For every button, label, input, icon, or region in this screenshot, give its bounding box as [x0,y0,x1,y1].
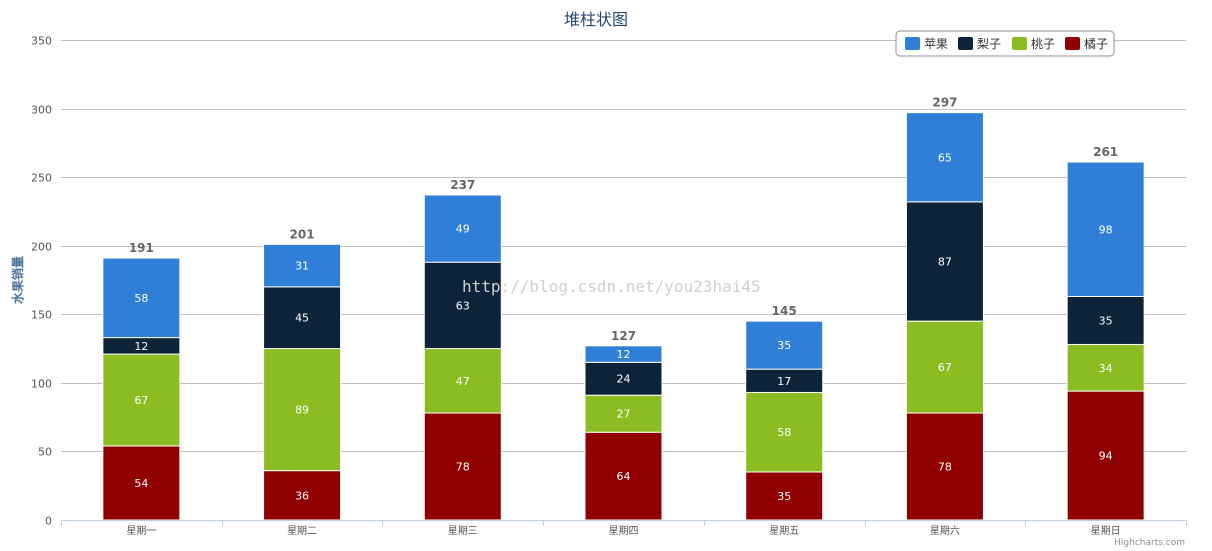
legend-item[interactable]: 苹果 [905,37,948,51]
legend-swatch [1065,37,1080,50]
data-label: 78 [456,461,470,474]
bar-segment[interactable] [102,257,181,339]
legend-label: 桃子 [1031,36,1055,51]
data-label: 47 [456,375,470,388]
y-tick-label: 50 [38,446,52,459]
legend-item[interactable]: 梨子 [958,37,1001,51]
watermark-text: http://blog.csdn.net/you23hai45 [462,277,761,296]
legend-item[interactable]: 桃子 [1012,36,1055,51]
legend-items: 苹果 梨子 桃子 橘子 [905,36,1108,51]
y-tick-label: 300 [31,104,52,117]
bar-segment[interactable] [423,194,502,263]
x-tick-label: 星期六 [930,525,960,537]
bar-segment[interactable] [584,394,663,433]
stack-total-label: 145 [772,304,797,318]
data-label: 98 [1099,223,1113,236]
bar-segment[interactable] [1066,390,1145,521]
stack-total-label: 261 [1093,145,1118,159]
y-axis-title: 水果销量 [10,256,25,304]
credits-link[interactable]: Highcharts.com [1114,538,1185,548]
data-label: 35 [777,490,791,503]
x-tick-label: 星期日 [1091,525,1121,537]
legend-item[interactable]: 橘子 [1065,36,1108,51]
data-label: 35 [777,339,791,352]
data-label: 58 [134,292,148,305]
stack-total-label: 127 [611,329,636,343]
stack-total-label: 191 [129,241,154,255]
legend-swatch [958,37,973,50]
y-tick-label: 100 [31,378,52,391]
data-label: 94 [1099,450,1113,463]
data-label: 58 [777,426,791,439]
stack-total-label: 237 [450,178,475,192]
y-tick-label: 200 [31,241,52,254]
data-label: 64 [617,470,631,483]
bar-segment[interactable] [745,320,824,370]
data-label: 89 [295,404,309,417]
stack-total-label: 297 [932,96,957,110]
data-label: 78 [938,461,952,474]
data-label: 36 [295,489,309,502]
legend-box [895,30,1115,57]
bar-segment[interactable] [423,348,502,414]
legend: 苹果 梨子 桃子 橘子 [895,30,1115,57]
data-label: 35 [1099,314,1113,327]
data-label: 34 [1099,362,1113,375]
legend-label: 苹果 [924,37,948,51]
bar-segment[interactable] [1066,161,1145,297]
data-label: 65 [938,151,952,164]
stack-total-label: 201 [290,227,315,241]
data-label: 17 [777,375,791,388]
bar-segment[interactable] [423,412,502,521]
bar-segment[interactable] [263,348,342,472]
legend-swatch [905,37,920,50]
axis-layer: 0 50 100 150 200 250 300 350 星期一 星期二 星期三 星期四 星期五 星期六 星… [31,35,1187,537]
data-label: 24 [617,373,631,386]
y-tick-label: 350 [31,35,52,48]
x-tick-label: 星期二 [287,525,317,537]
bar-segment[interactable] [102,445,181,521]
data-label: 45 [295,312,309,325]
bar-segment[interactable] [745,471,824,521]
labels-layer: 54 67 12 58 191 36 89 45 31 201 78 47 63 49 237 64 27 24 1… [129,96,1118,503]
bar-segment[interactable] [1066,343,1145,392]
data-label: 12 [134,340,148,353]
data-label: 49 [456,223,470,236]
bar-segment[interactable] [905,112,984,203]
data-label: 12 [617,348,631,361]
data-label: 67 [938,361,952,374]
x-tick-label: 星期五 [769,525,799,537]
bar-segment[interactable] [102,353,181,447]
y-tick-label: 150 [31,309,52,322]
bar-segment[interactable] [745,391,824,473]
bar-segment[interactable] [263,470,342,521]
x-tick-label: 星期四 [609,525,639,537]
data-label: 87 [938,255,952,268]
data-label: 31 [295,260,309,273]
bar-segment[interactable] [905,320,984,414]
bar-segment[interactable] [584,345,663,363]
data-label: 54 [134,477,148,490]
chart-title: 堆柱状图 [564,10,628,29]
bar-segment[interactable] [423,261,502,350]
x-tick-label: 星期三 [448,525,478,537]
legend-label: 梨子 [977,37,1001,51]
data-label: 67 [134,394,148,407]
y-tick-label: 250 [31,172,52,185]
bar-segment[interactable] [1066,295,1145,345]
legend-label: 橘子 [1084,36,1108,51]
data-label: 27 [617,408,631,421]
legend-swatch [1012,37,1027,50]
bars-layer [102,112,1145,521]
x-tick-label: 星期一 [126,525,156,537]
bar-segment[interactable] [584,431,663,521]
bar-segment[interactable] [263,243,342,288]
y-tick-label: 0 [45,515,52,528]
data-label: 63 [456,299,470,312]
